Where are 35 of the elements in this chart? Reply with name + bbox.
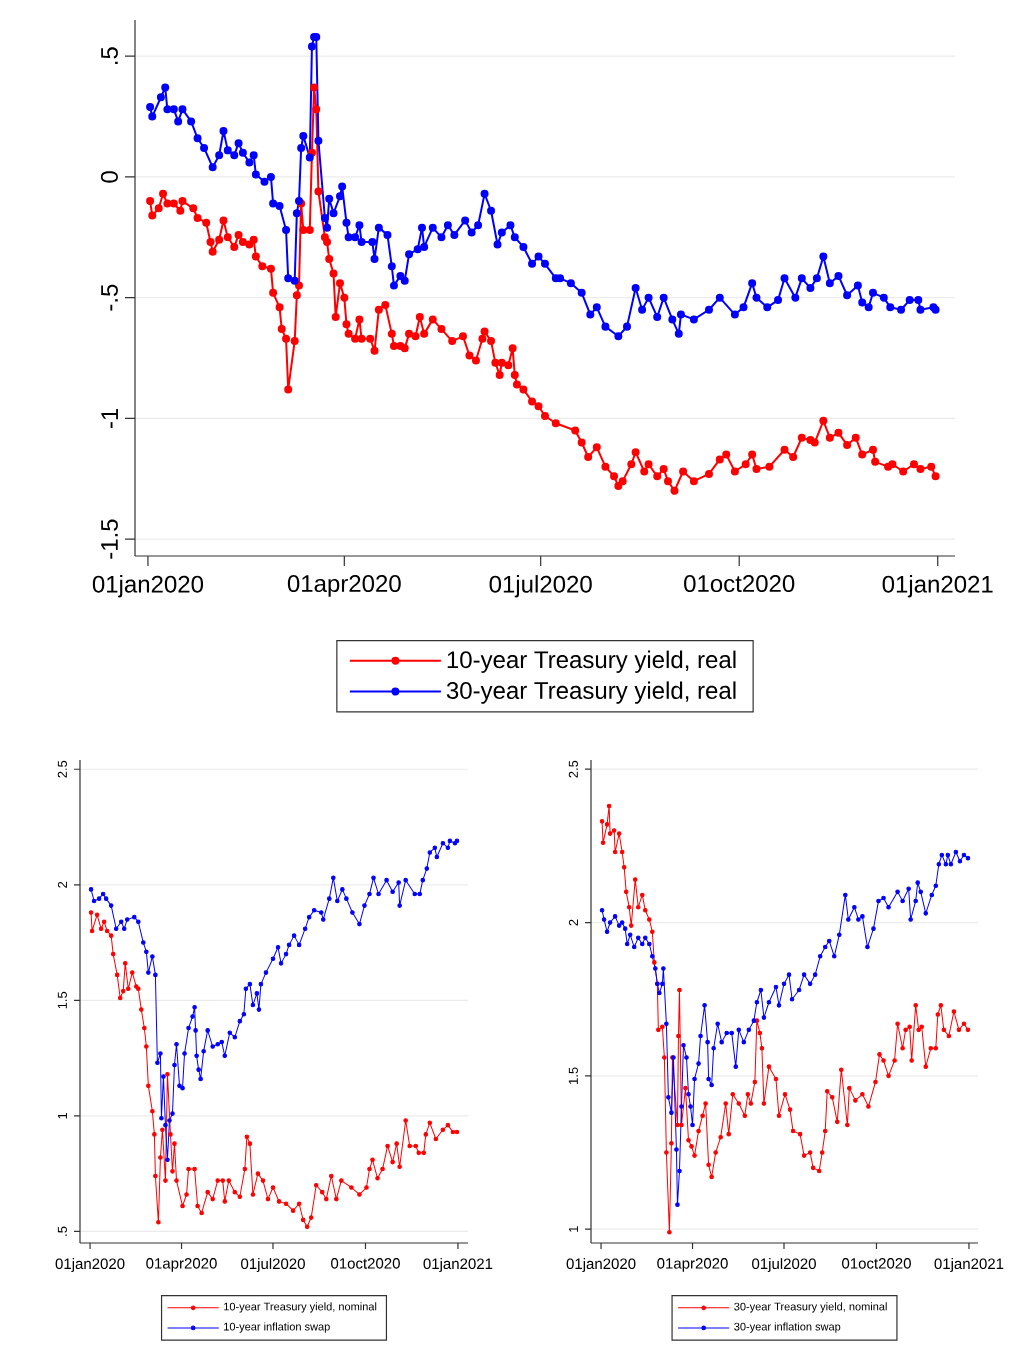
y-tick-label: 1 (568, 1226, 578, 1232)
legend-label: 30-year inflation swap (734, 1322, 841, 1333)
y-tick-label: .5 (57, 1226, 67, 1236)
legend-label: 10-year Treasury yield, nominal (224, 1302, 377, 1313)
y-tick-label: 2 (57, 881, 67, 888)
x-tick-label: 01jan2021 (882, 575, 993, 598)
y-tick-label: -1 (101, 408, 118, 428)
x-tick-label: 01jan2021 (423, 1258, 493, 1273)
x-tick-label: 01oct2020 (842, 1258, 911, 1269)
x-tick-label: 01oct2020 (684, 575, 795, 593)
x-tick-label: 01jul2020 (489, 575, 592, 598)
x-tick-label: 01oct2020 (331, 1258, 400, 1269)
x-tick-label: 01jan2020 (55, 1258, 125, 1273)
y-tick-label: 2.5 (568, 760, 578, 778)
x-tick-label: 01jan2021 (934, 1258, 1004, 1273)
x-tick-label: 01jan2020 (92, 575, 204, 598)
x-tick-label: 01jul2020 (752, 1258, 816, 1273)
x-tick-label: 01jul2020 (241, 1258, 305, 1273)
y-tick-label: 1.5 (568, 1067, 578, 1084)
y-tick-label: .5 (101, 47, 118, 65)
y-tick-label: 1 (57, 1112, 67, 1119)
y-tick-label: -.5 (101, 284, 118, 311)
x-tick-label: 01apr2020 (146, 1258, 217, 1272)
legend-label: 10-year Treasury yield, real (447, 650, 736, 673)
x-tick-label: 01apr2020 (657, 1258, 728, 1272)
y-tick-label: 2 (568, 919, 578, 926)
y-tick-label: -1.5 (101, 519, 118, 559)
x-tick-label: 01apr2020 (287, 575, 401, 597)
legend-label: 10-year inflation swap (224, 1322, 330, 1333)
y-tick-label: 2.5 (57, 760, 67, 778)
legend-label: 30-year Treasury yield, nominal (734, 1302, 887, 1313)
y-tick-label: 0 (100, 171, 118, 183)
legend-label: 30-year Treasury yield, real (446, 681, 736, 704)
x-tick-label: 01jan2020 (566, 1258, 636, 1273)
y-tick-label: 1.5 (57, 991, 67, 1009)
